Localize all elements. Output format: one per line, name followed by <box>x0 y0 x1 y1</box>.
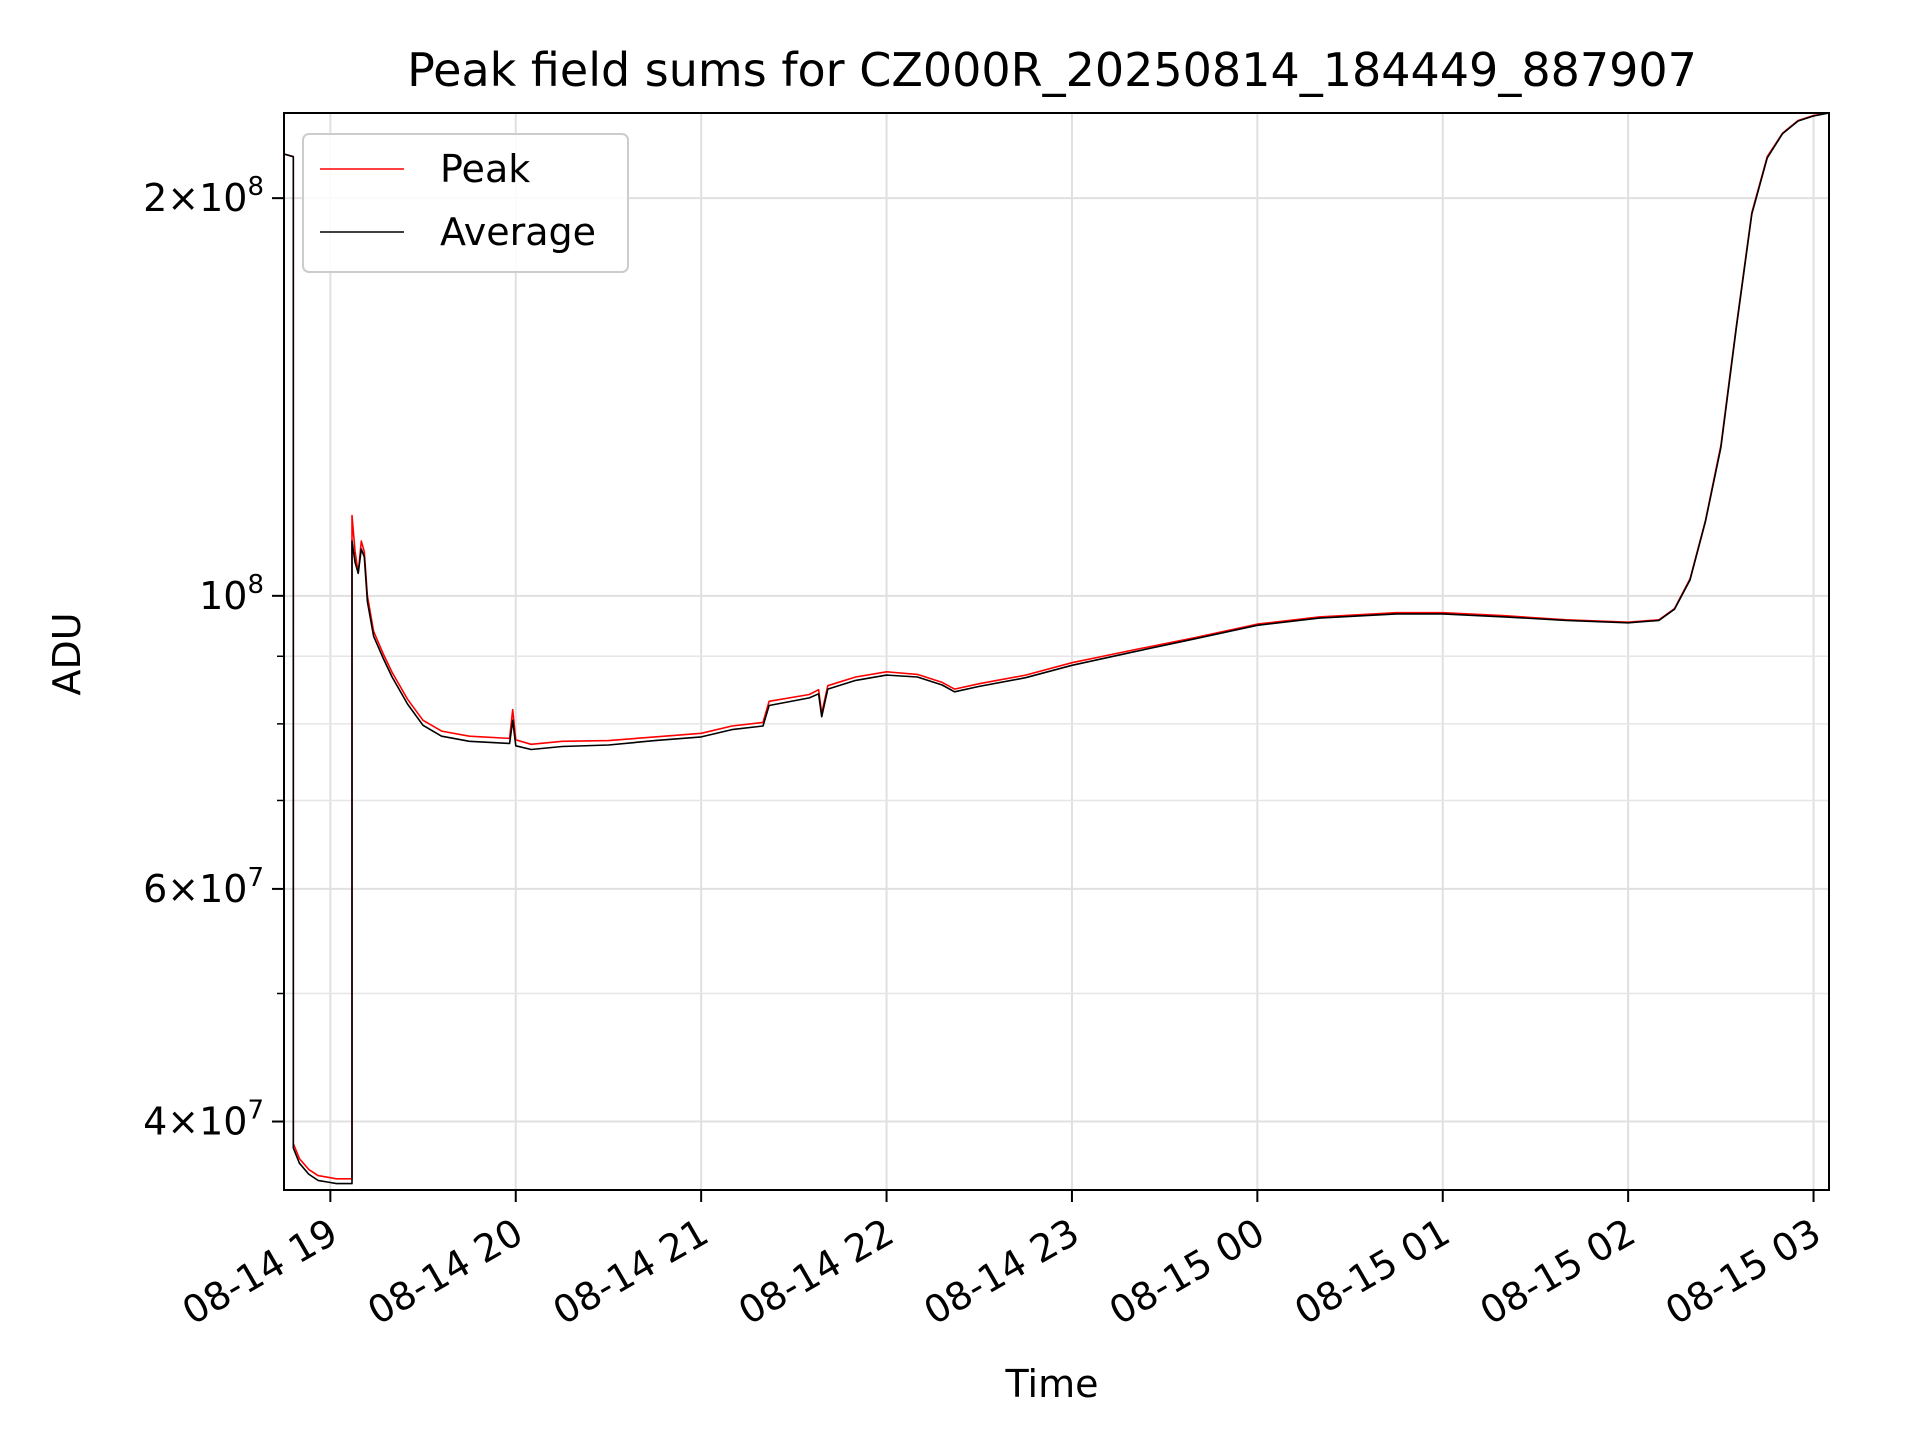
plot-frame <box>283 112 1830 1191</box>
y-tick-label: 6×107 <box>143 863 264 911</box>
y-tick-label: 2×108 <box>143 172 264 220</box>
legend-label: Peak <box>440 147 530 191</box>
y-tick-label: 4×107 <box>143 1096 264 1144</box>
grid <box>284 113 1829 1190</box>
series-layer <box>283 112 1830 1185</box>
y-axis-title: ADU <box>45 612 89 695</box>
legend-label: Average <box>440 210 596 254</box>
legend: Peak Average <box>302 133 629 273</box>
chart-title: Peak field sums for CZ000R_20250814_1844… <box>407 43 1697 97</box>
series-line-average <box>283 112 1830 1185</box>
x-axis-title: Time <box>1005 1362 1099 1406</box>
